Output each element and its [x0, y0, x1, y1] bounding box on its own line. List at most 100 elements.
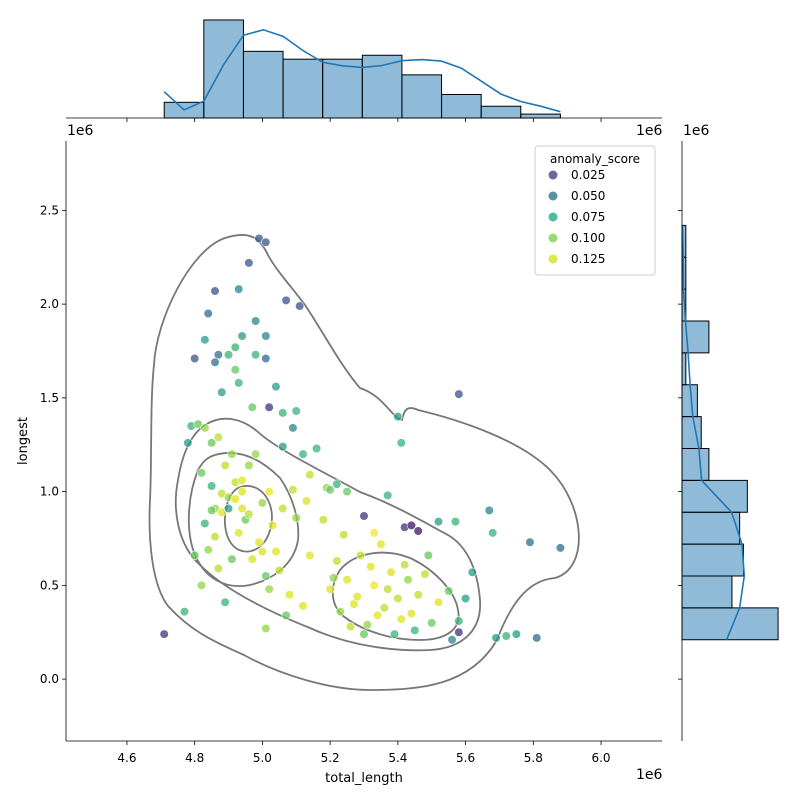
- y-tick-label: 1.5: [40, 391, 59, 405]
- right-hist-bar: [681, 448, 710, 481]
- scatter-point: [383, 490, 393, 500]
- x-axis-label: total_length: [325, 771, 403, 786]
- scatter-point: [213, 563, 223, 574]
- scatter-point: [234, 378, 244, 388]
- scatter-point: [413, 590, 423, 600]
- scatter-point: [220, 597, 230, 607]
- kde-contour-middle: [174, 417, 481, 652]
- scatter-point: [423, 550, 433, 560]
- scatter-point: [396, 438, 406, 448]
- y-tick-label: 1.0: [40, 485, 59, 499]
- scatter-point: [223, 503, 234, 514]
- scatter-point: [410, 625, 420, 635]
- scatter-point: [244, 509, 254, 519]
- scatter-point: [444, 586, 454, 596]
- scatter-point: [278, 408, 288, 418]
- scatter-point: [234, 528, 244, 538]
- right-hist-bar: [681, 607, 779, 641]
- scatter-point: [271, 547, 281, 557]
- scatter-point: [278, 442, 288, 452]
- scatter-point: [183, 438, 193, 448]
- scatter-point: [325, 584, 335, 594]
- scatter-point: [257, 547, 268, 557]
- scatter-point: [359, 511, 369, 521]
- scatter-point: [251, 449, 261, 459]
- scatter-point: [281, 295, 291, 305]
- scatter-point: [237, 487, 247, 497]
- scatter-point: [200, 423, 210, 433]
- top-hist-bar: [242, 50, 284, 119]
- scatter-point: [227, 554, 237, 564]
- scatter-point: [393, 412, 403, 422]
- scatter-point: [532, 633, 542, 643]
- scatter-point: [271, 382, 281, 392]
- right-hist-bar: [681, 352, 687, 386]
- scatter-point: [335, 607, 345, 617]
- scatter-point: [484, 505, 494, 515]
- right-hist-bar: [681, 511, 741, 545]
- scatter-point: [237, 331, 247, 341]
- scatter-point: [406, 608, 417, 619]
- scatter-point: [291, 406, 301, 416]
- scatter-point: [251, 350, 261, 360]
- scatter-point: [396, 614, 406, 624]
- scatter-point: [207, 505, 217, 515]
- x-tick-label: 5.8: [524, 751, 543, 765]
- scatter-point: [369, 580, 379, 590]
- scatter-point: [237, 475, 247, 485]
- legend-label: 0.075: [571, 210, 605, 224]
- scatter-point: [210, 286, 220, 296]
- scatter-point: [345, 622, 356, 632]
- scatter-point: [254, 537, 264, 547]
- scatter-point: [301, 496, 312, 506]
- scatter-point: [389, 629, 400, 639]
- scatter-point: [190, 550, 200, 560]
- top-hist-bar: [520, 113, 561, 119]
- scatter-point: [247, 402, 257, 412]
- scatter-point: [393, 593, 403, 604]
- right-marginal-histogram: 1e6: [678, 123, 779, 741]
- scatter-point: [234, 284, 244, 294]
- right-hist-bar: [681, 384, 698, 418]
- scatter-point: [190, 353, 200, 364]
- right-hist-bar: [681, 543, 744, 577]
- y-tick-label: 2.0: [40, 297, 59, 311]
- scatter-point: [159, 629, 169, 639]
- scatter-point: [264, 402, 274, 412]
- top-hist-bar: [401, 74, 443, 119]
- top-hist-bar: [441, 93, 482, 119]
- scatter-point: [454, 627, 464, 637]
- scatter-point: [555, 543, 566, 553]
- scatter-point: [227, 449, 237, 459]
- top-marginal-histogram: 1e6 1e6: [66, 19, 663, 139]
- scatter-point: [223, 350, 234, 360]
- top-hist-bar: [282, 58, 324, 119]
- scatter-point: [305, 550, 315, 560]
- scatter-point: [413, 526, 423, 536]
- scatter-point: [196, 468, 207, 478]
- scatter-point: [203, 308, 213, 319]
- joint-scatter-axes: 4.6 4.8 5.0 5.2 5.4 5.6 5.8 6.0 0.0 0.5 1.0 1.5 2.0…: [16, 141, 663, 786]
- right-hist-bar: [681, 575, 733, 609]
- scatter-point: [261, 331, 271, 341]
- x-tick-label: 5.4: [388, 751, 407, 765]
- scatter-point: [207, 481, 217, 491]
- right-hist-bar: [681, 479, 748, 513]
- scatter-point: [288, 423, 298, 433]
- scatter-point: [376, 539, 386, 549]
- y-axis-label: longest: [16, 417, 31, 465]
- legend: anomaly_score 0.025 0.050 0.075 0.100 0.125: [534, 145, 656, 276]
- legend-label: 0.025: [571, 168, 605, 182]
- x-tick-label: 6.0: [591, 751, 610, 765]
- scatter-point: [230, 342, 240, 352]
- scatter-point: [298, 601, 308, 611]
- scatter-point: [447, 635, 457, 645]
- kde-contour-outer: [148, 233, 580, 691]
- scatter-point: [406, 520, 417, 530]
- legend-label: 0.050: [571, 189, 605, 203]
- right-marginal-offset-label: 1e6: [683, 123, 710, 139]
- legend-title: anomaly_score: [550, 152, 640, 166]
- x-tick-label: 4.6: [117, 751, 136, 765]
- scatter-point: [349, 599, 359, 609]
